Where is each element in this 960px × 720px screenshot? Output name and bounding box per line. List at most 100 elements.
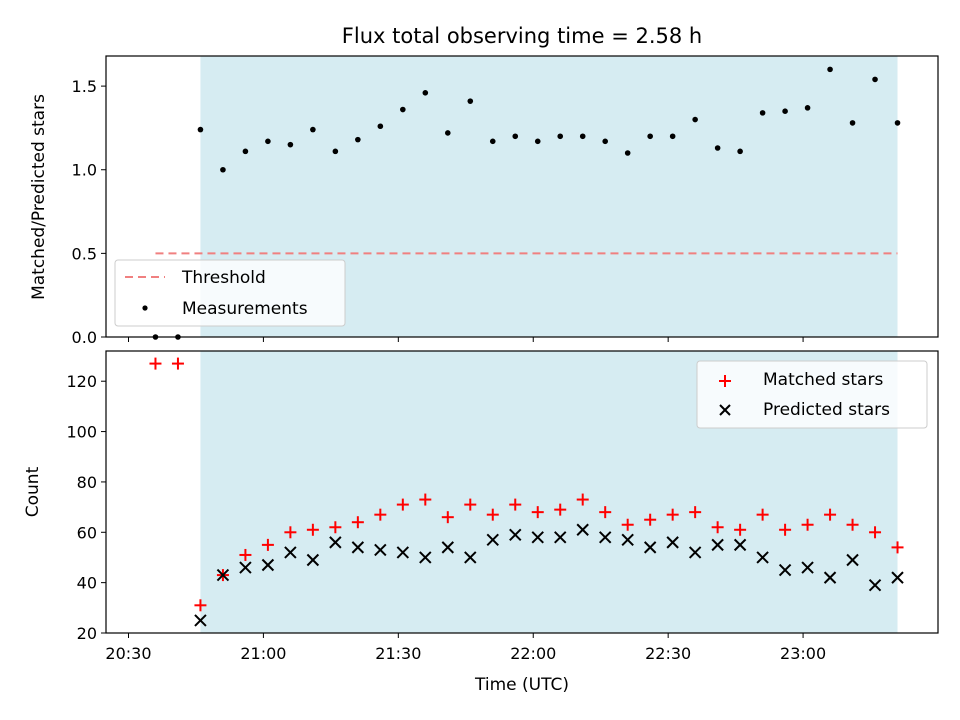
measurement-point [377,123,384,130]
predicted-point [464,551,477,564]
chart-title: Flux total observing time = 2.58 h [342,24,702,48]
measurement-point [804,105,811,111]
legend-predicted-swatch [719,404,731,416]
top-x-ticks [127,337,804,342]
predicted-point [531,531,544,544]
x-tick-label: 22:30 [645,644,691,663]
matched-point [419,493,432,506]
top-legend: Threshold Measurements [114,259,346,327]
matched-point [621,518,634,531]
predicted-point [823,571,837,584]
y-tick-label: 80 [77,473,97,492]
matched-point [194,599,207,612]
matched-point [284,526,297,539]
matched-point [869,526,882,539]
predicted-point [216,568,230,582]
y-tick-label: 40 [77,574,97,593]
matched-point [171,357,184,370]
predicted-point [688,546,702,559]
measurement-point [242,148,249,155]
y-tick-label: 60 [77,523,97,542]
matched-point [261,538,274,551]
predicted-point [351,541,365,554]
matched-point [531,506,544,519]
matched-point [666,508,679,521]
predicted-point [329,536,342,549]
matched-point [509,498,522,511]
legend-predicted-label: Predicted stars [763,400,890,420]
matched-point [396,498,409,511]
matched-point [711,521,724,534]
measurement-point [827,66,833,73]
matched-point [801,518,814,531]
bottom-panel: 20 40 60 80 100 120 20:30 21:00 21:30 22:00 22:30… [23,350,939,695]
measurement-point [782,108,788,114]
measurement-point [444,130,451,136]
measurement-point [557,133,564,140]
bottom-points [149,357,904,627]
predicted-point [486,533,499,547]
measurement-point [534,138,541,145]
measurement-point [579,133,586,140]
predicted-point [891,571,904,584]
measurement-point [759,110,766,116]
top-y-ticks: 0.0 0.5 1.0 1.5 [72,77,106,347]
legend-matched-label: Matched stars [763,370,883,390]
matched-point [824,508,837,521]
measurement-point [220,166,226,173]
predicted-point [419,551,432,564]
measurement-point [894,120,901,126]
matched-point [689,506,702,519]
measurement-point [647,133,653,140]
y-tick-label: 0.5 [72,244,97,263]
predicted-point [261,558,275,572]
predicted-point [778,563,792,577]
predicted-point [284,546,297,559]
predicted-point [396,546,410,559]
predicted-point [868,578,882,592]
matched-point [846,518,859,531]
x-tick-label: 21:30 [375,644,421,663]
matched-point [644,513,657,526]
predicted-point [239,561,252,574]
measurement-point [467,98,474,104]
top-points [152,66,901,340]
measurement-point [332,148,339,155]
predicted-point [306,553,320,567]
matched-point [149,357,162,370]
predicted-point [621,533,634,547]
measurement-point [669,133,676,140]
bottom-y-ticks: 20 40 60 80 100 120 [66,372,106,643]
matched-point [329,521,342,534]
bottom-x-ticks: 20:30 21:00 21:30 22:00 22:30 23:00 [105,633,826,663]
legend-measurements-label: Measurements [182,299,308,319]
measurement-point [197,126,204,133]
measurement-point [602,138,608,145]
measurement-point [737,148,743,155]
predicted-point [666,536,679,549]
matched-point [891,541,904,554]
matched-point [554,503,567,516]
measurement-point [849,120,856,126]
matched-point [239,548,252,561]
predicted-point [711,538,724,552]
top-y-axis-label: Matched/Predicted stars [29,94,49,300]
measurement-point [714,145,721,151]
measurement-point [489,138,496,145]
legend-threshold-label: Threshold [181,268,266,288]
y-tick-label: 0.0 [72,328,97,347]
matched-point [599,506,612,519]
measurement-point [355,136,361,143]
bottom-y-axis-label: Count [23,466,43,517]
matched-point [576,493,589,506]
x-axis-label: Time (UTC) [474,675,569,695]
measurement-point [310,126,316,133]
measurement-point [872,76,878,83]
predicted-point [509,528,522,542]
legend-measurements-swatch [142,305,148,311]
bottom-legend: Matched stars Predicted stars [696,360,928,429]
y-tick-label: 20 [77,624,97,643]
predicted-point [576,523,589,536]
matched-point [756,508,769,521]
measurement-point [512,133,519,140]
